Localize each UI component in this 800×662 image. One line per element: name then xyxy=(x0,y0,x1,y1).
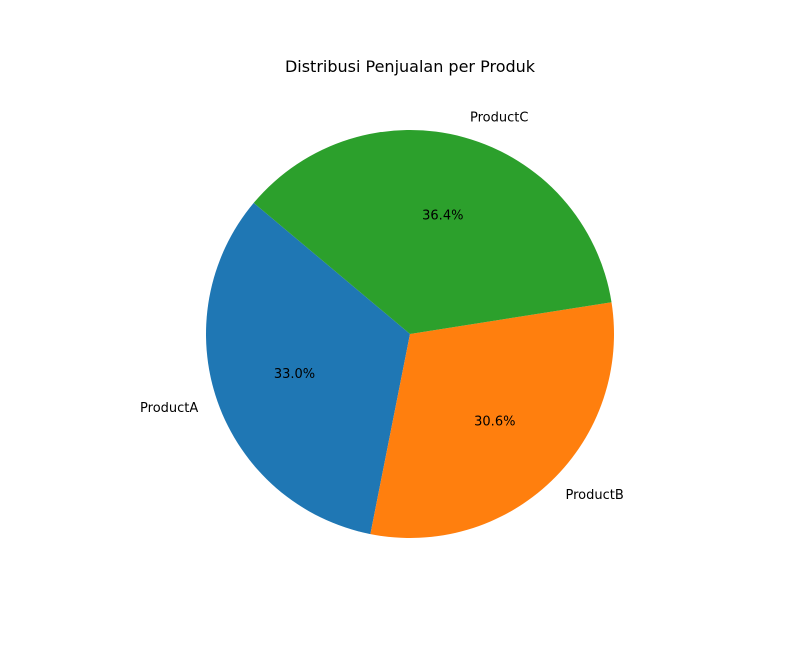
category-label-productb: ProductB xyxy=(566,488,624,503)
percent-label-productb: 30.6% xyxy=(474,415,515,430)
category-labels: ProductA ProductB ProductC xyxy=(140,110,624,503)
chart-title: Distribusi Penjualan per Produk xyxy=(285,57,536,76)
pie-slice-productb xyxy=(370,302,614,538)
pie-slice-productc xyxy=(253,130,612,334)
percent-label-productc: 36.4% xyxy=(422,209,463,224)
category-label-producta: ProductA xyxy=(140,401,198,416)
category-label-productc: ProductC xyxy=(470,110,528,125)
percent-label-producta: 33.0% xyxy=(274,367,315,382)
pie-slices xyxy=(206,130,614,538)
pie-slice-producta xyxy=(206,202,410,535)
percent-labels: 33.0% 30.6% 36.4% xyxy=(274,209,516,430)
